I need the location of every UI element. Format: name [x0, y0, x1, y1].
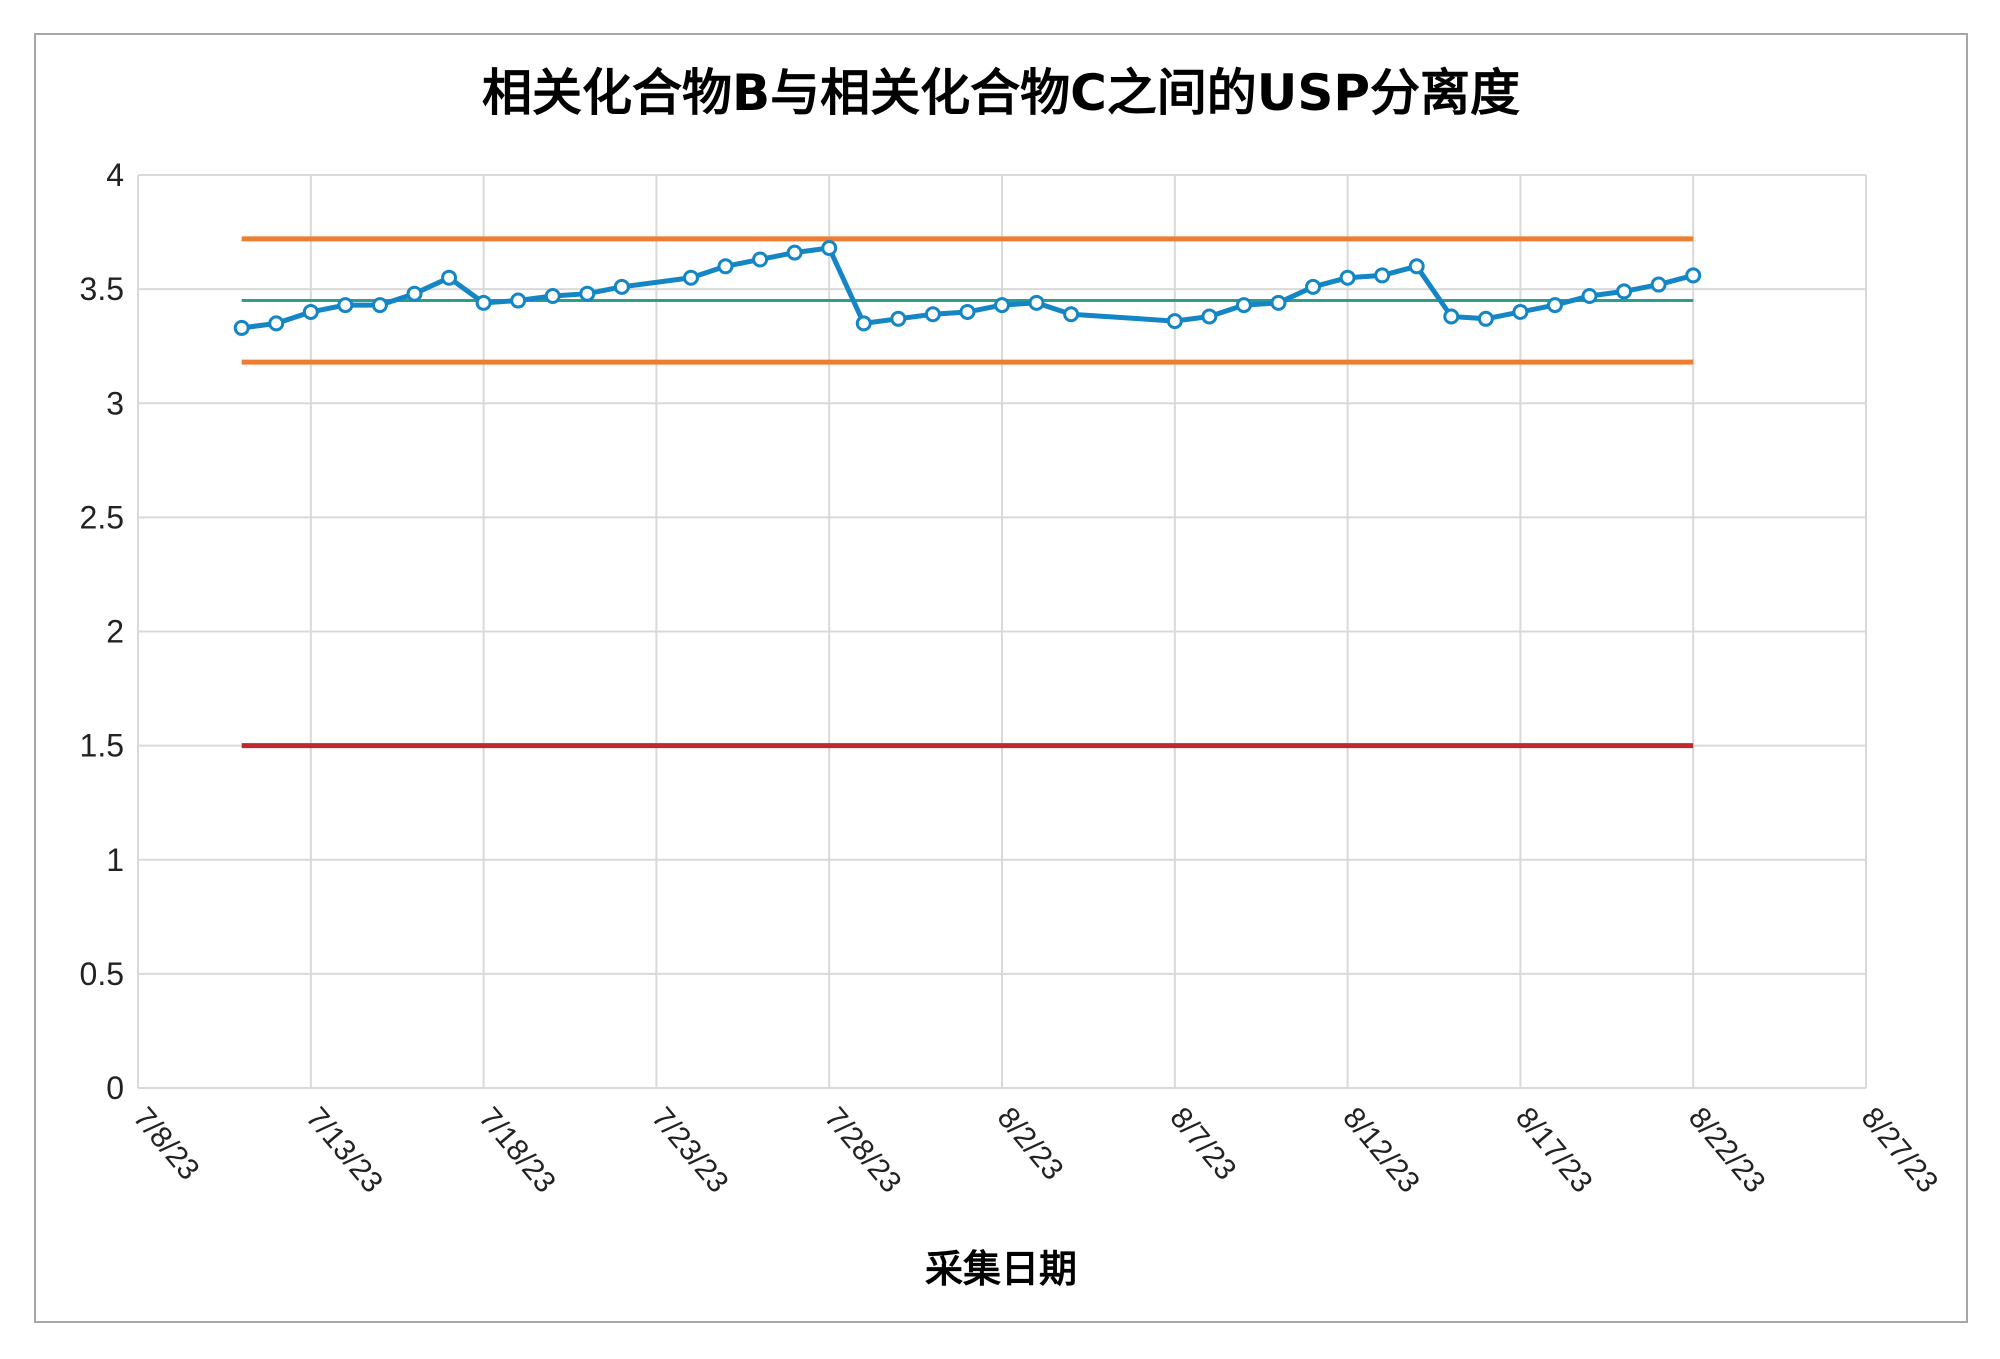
x-tick-label: 7/28/23	[818, 1101, 908, 1199]
data-point	[994, 297, 1010, 314]
data-point	[613, 278, 630, 295]
data-point	[855, 315, 872, 332]
data-point	[233, 319, 250, 336]
data-point	[717, 258, 734, 275]
data-point	[959, 303, 976, 320]
data-point	[371, 297, 388, 314]
x-tick-label: 7/13/23	[299, 1101, 389, 1199]
x-tick-label: 8/27/23	[1855, 1101, 1945, 1199]
y-tick-label: 4	[106, 157, 124, 193]
y-tick-label: 3	[106, 385, 124, 421]
data-point	[924, 306, 941, 323]
x-tick-label: 7/18/23	[472, 1101, 562, 1199]
y-tick-label: 1.5	[80, 728, 124, 764]
x-axis: 7/8/23 7/13/23 7/18/23 7/23/23 7/28/23 8/2/23…	[127, 1101, 1945, 1199]
data-point	[1374, 267, 1391, 284]
reference-lines	[241, 236, 1694, 749]
data-point	[786, 244, 803, 261]
data-point	[1166, 313, 1183, 330]
x-tick-label: 7/23/23	[645, 1101, 735, 1199]
data-point	[1616, 283, 1633, 300]
data-point	[752, 251, 769, 268]
data-point	[268, 315, 285, 332]
data-point	[1270, 294, 1287, 311]
y-tick-label: 2	[106, 614, 124, 650]
y-tick-label: 3.5	[80, 271, 124, 307]
chart-title: 相关化合物B与相关化合物C之间的USP分离度	[482, 64, 1520, 122]
data-point	[1477, 310, 1494, 327]
data-point	[302, 303, 319, 320]
x-tick-label: 8/17/23	[1509, 1101, 1599, 1199]
x-tick-label: 8/7/23	[1163, 1101, 1242, 1186]
y-tick-label: 0	[106, 1070, 124, 1106]
data-point	[682, 269, 699, 286]
data-point	[510, 292, 527, 309]
x-tick-label: 8/2/23	[991, 1101, 1070, 1186]
data-point	[1235, 297, 1252, 314]
data-point	[406, 285, 423, 302]
x-tick-label: 7/8/23	[127, 1101, 206, 1186]
data-point	[1546, 297, 1563, 314]
data-point	[1443, 308, 1460, 325]
data-point	[1201, 308, 1218, 325]
data-point	[1650, 276, 1667, 293]
data-point	[1408, 258, 1425, 275]
data-point	[1339, 269, 1356, 286]
y-tick-label: 2.5	[80, 499, 124, 535]
data-point	[579, 285, 596, 302]
data-point	[821, 240, 838, 257]
data-point	[544, 287, 561, 304]
x-tick-label: 8/12/23	[1336, 1101, 1426, 1199]
y-tick-label: 1	[106, 842, 124, 878]
data-point	[1063, 306, 1080, 323]
series-line	[241, 245, 1694, 331]
data-point	[441, 269, 458, 286]
data-point	[1581, 287, 1598, 304]
data-point	[1305, 278, 1322, 295]
x-axis-label: 采集日期	[925, 1247, 1077, 1291]
data-point	[475, 294, 492, 311]
data-point	[1512, 303, 1529, 320]
y-axis: 0 0.5 1 1.5 2 2.5 3 3.5 4	[80, 157, 124, 1106]
chart-frame	[34, 33, 1968, 1323]
data-point	[890, 310, 907, 327]
series	[233, 240, 1702, 336]
data-point	[337, 297, 354, 314]
y-tick-label: 0.5	[80, 956, 124, 992]
data-point	[1685, 267, 1702, 284]
x-tick-label: 8/22/23	[1682, 1101, 1772, 1199]
data-point	[1028, 294, 1045, 311]
